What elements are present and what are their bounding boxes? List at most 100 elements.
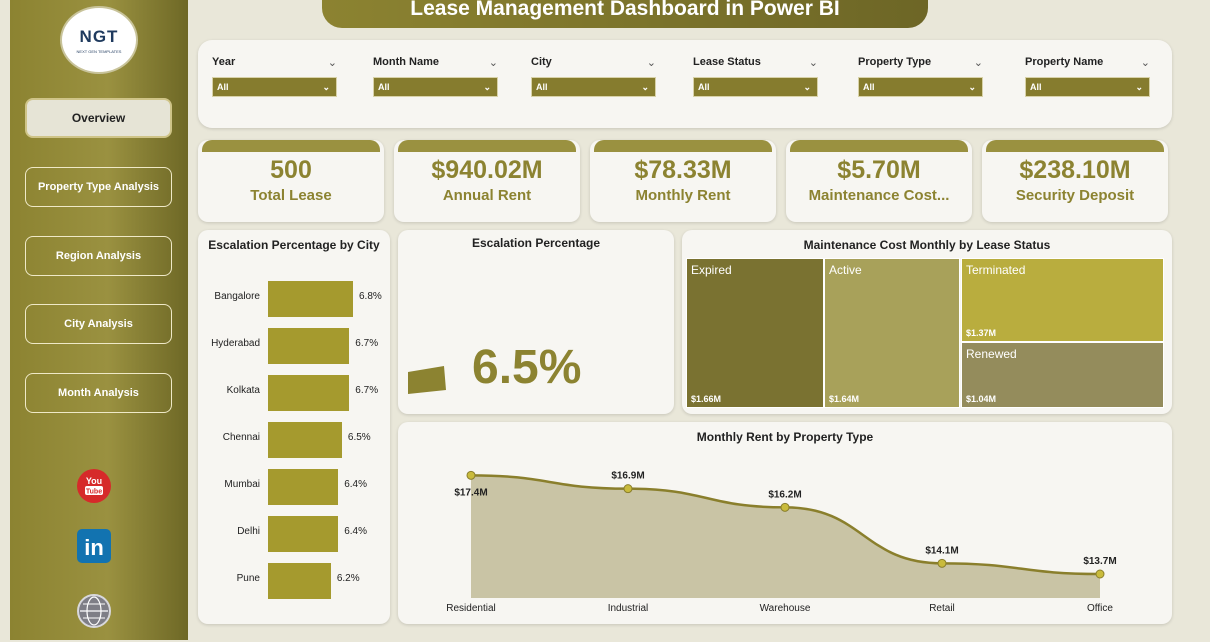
bar[interactable] xyxy=(268,375,350,411)
chart-title: Monthly Rent by Property Type xyxy=(696,430,874,444)
data-label: $16.9M xyxy=(611,471,644,482)
treemap-tile-active[interactable]: Active $1.64M xyxy=(824,258,960,408)
bar-category-label: Mumbai xyxy=(224,479,260,490)
x-tick-label: Residential xyxy=(446,603,495,614)
treemap-tile-terminated[interactable]: Terminated $1.37M xyxy=(961,258,1164,342)
kpi-label: Annual Rent xyxy=(442,187,532,204)
bar-category-label: Hyderabad xyxy=(211,338,260,349)
chevron-down-icon[interactable]: ⌄ xyxy=(1140,57,1150,69)
bar[interactable] xyxy=(268,281,353,317)
property-type-dropdown[interactable]: All ⌄ xyxy=(858,77,983,97)
kpi-card-security-deposit: $238.10M Security Deposit xyxy=(982,140,1168,222)
treemap-tile-renewed[interactable]: Renewed $1.04M xyxy=(961,342,1164,408)
chevron-down-icon[interactable]: ⌄ xyxy=(973,57,983,69)
filter-label: Property Name xyxy=(1025,56,1104,68)
monthly-rent-by-property-type-chart: Monthly Rent by Property Type $17.4M Resi… xyxy=(398,422,1172,624)
area-plot: $17.4M Residential $16.9M Industrial $16.2M W… xyxy=(446,470,1116,614)
data-label: $13.7M xyxy=(1083,556,1116,567)
chevron-down-icon: ⌄ xyxy=(322,81,330,92)
bar-row: Mumbai 6.4% xyxy=(198,467,388,507)
escalation-by-city-chart: Escalation Percentage by City Bangalore 6… xyxy=(198,230,390,624)
kpi-value: $238.10M xyxy=(1019,156,1131,184)
nav-city-analysis[interactable]: City Analysis xyxy=(25,304,172,344)
kpi-card-annual-rent: $940.02M Annual Rent xyxy=(394,140,580,222)
data-label: $16.2M xyxy=(768,489,801,500)
kpi-card-monthly-rent: $78.33M Monthly Rent xyxy=(590,140,776,222)
bar-row: Kolkata 6.7% xyxy=(198,373,388,413)
x-tick-label: Office xyxy=(1087,603,1113,614)
kpi-label: Security Deposit xyxy=(1015,187,1135,204)
bar-row: Hyderabad 6.7% xyxy=(198,326,388,366)
filter-property-type: Property Type ⌄ All ⌄ xyxy=(858,56,983,97)
kpi-value: $940.02M xyxy=(431,156,543,184)
chevron-down-icon: ⌄ xyxy=(968,81,976,92)
chart-title: Escalation Percentage by City xyxy=(208,238,380,252)
bar-row: Pune 6.2% xyxy=(198,561,388,601)
month-name-dropdown[interactable]: All ⌄ xyxy=(373,77,498,97)
nav-overview[interactable]: Overview xyxy=(25,98,172,138)
filter-property-name: Property Name ⌄ All ⌄ xyxy=(1025,56,1150,97)
x-tick-label: Warehouse xyxy=(760,603,811,614)
sidebar: NGT NEXT GEN TEMPLATES Overview Property… xyxy=(10,0,188,640)
data-point[interactable] xyxy=(937,558,947,568)
treemap-tile-expired[interactable]: Expired $1.66M xyxy=(686,258,824,408)
data-point[interactable] xyxy=(780,502,790,512)
property-name-dropdown[interactable]: All ⌄ xyxy=(1025,77,1150,97)
chevron-down-icon: ⌄ xyxy=(1135,81,1143,92)
bar-category-label: Delhi xyxy=(237,526,260,537)
gauge-value: 6.5% xyxy=(472,341,582,394)
filter-month-name: Month Name ⌄ All ⌄ xyxy=(373,56,498,97)
gauge-title: Escalation Percentage xyxy=(471,236,601,250)
chevron-down-icon[interactable]: ⌄ xyxy=(488,57,498,69)
year-dropdown[interactable]: All ⌄ xyxy=(212,77,337,97)
kpi-value: 500 xyxy=(270,156,312,184)
filter-label: Month Name xyxy=(373,56,439,68)
linkedin-icon[interactable]: in xyxy=(76,528,112,564)
filter-year: Year ⌄ All ⌄ xyxy=(212,56,337,97)
bar-value-label: 6.8% xyxy=(359,291,382,302)
kpi-label: Maintenance Cost... xyxy=(808,187,950,204)
bar-row: Delhi 6.4% xyxy=(198,514,388,554)
nav-month-analysis[interactable]: Month Analysis xyxy=(25,373,172,413)
bar-category-label: Pune xyxy=(236,573,260,584)
bar-value-label: 6.7% xyxy=(355,385,379,396)
kpi-label: Monthly Rent xyxy=(635,187,731,204)
kpi-value: $5.70M xyxy=(837,156,921,184)
filter-label: Year xyxy=(212,56,236,68)
dashboard-title: Lease Management Dashboard in Power BI xyxy=(322,0,928,28)
logo-mark: NGT xyxy=(79,26,119,46)
filter-label: City xyxy=(531,56,552,68)
bar-category-label: Chennai xyxy=(222,432,260,443)
filter-label: Property Type xyxy=(858,56,932,68)
nav-region-analysis[interactable]: Region Analysis xyxy=(25,236,172,276)
bar-value-label: 6.4% xyxy=(344,526,367,537)
svg-text:You: You xyxy=(86,476,102,486)
chevron-down-icon[interactable]: ⌄ xyxy=(808,57,818,69)
youtube-icon[interactable]: You Tube xyxy=(76,468,112,504)
data-label: $17.4M xyxy=(454,487,487,498)
bar[interactable] xyxy=(268,469,339,505)
bar-category-label: Kolkata xyxy=(226,385,260,396)
bar[interactable] xyxy=(268,422,342,458)
bar-row: Bangalore 6.8% xyxy=(198,279,388,319)
filter-city: City ⌄ All ⌄ xyxy=(531,56,656,97)
bar[interactable] xyxy=(268,563,331,599)
city-dropdown[interactable]: All ⌄ xyxy=(531,77,656,97)
bar-row: Chennai 6.5% xyxy=(198,420,388,460)
bar-value-label: 6.5% xyxy=(347,432,371,443)
data-point[interactable] xyxy=(466,470,476,480)
nav-property-type-analysis[interactable]: Property Type Analysis xyxy=(25,167,172,207)
chevron-down-icon[interactable]: ⌄ xyxy=(327,57,337,69)
bar-category-label: Bangalore xyxy=(214,291,260,302)
data-point[interactable] xyxy=(623,484,633,494)
kpi-value: $78.33M xyxy=(634,156,732,184)
chevron-down-icon[interactable]: ⌄ xyxy=(646,57,656,69)
kpi-card-total-lease: 500 Total Lease xyxy=(198,140,384,222)
lease-status-dropdown[interactable]: All ⌄ xyxy=(693,77,818,97)
website-globe-icon[interactable] xyxy=(76,593,112,629)
chevron-down-icon: ⌄ xyxy=(641,81,649,92)
data-point[interactable] xyxy=(1095,569,1105,579)
bar[interactable] xyxy=(268,328,350,364)
bar[interactable] xyxy=(268,516,339,552)
chevron-down-icon: ⌄ xyxy=(803,81,811,92)
